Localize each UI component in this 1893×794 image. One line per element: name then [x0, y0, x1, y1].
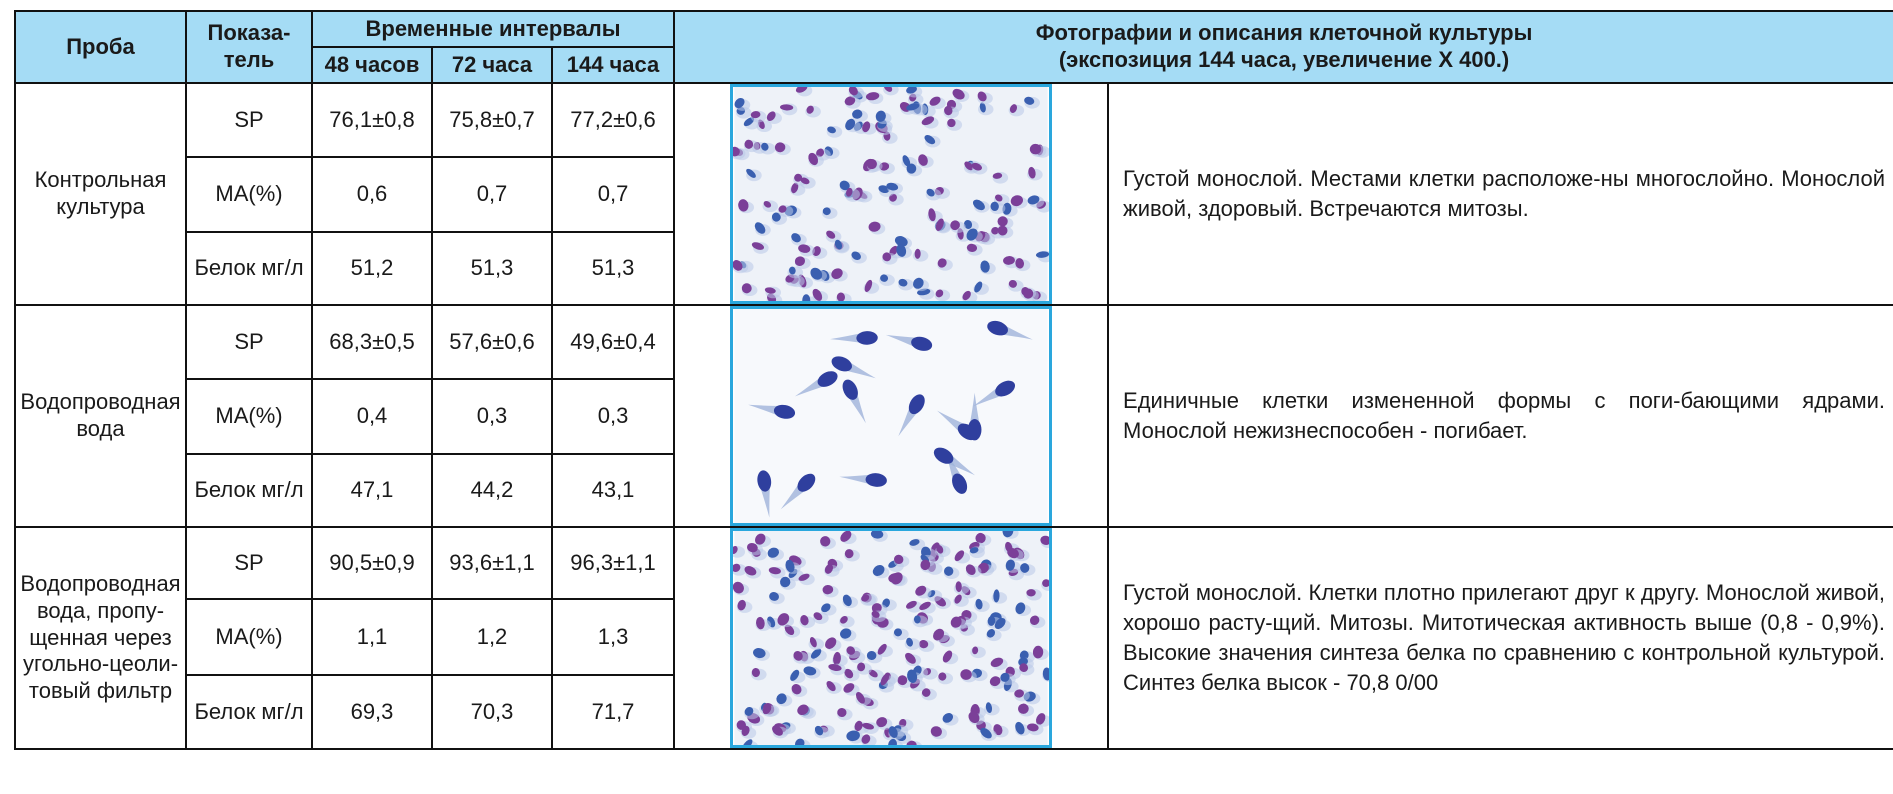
value-cell: 43,1: [552, 454, 674, 527]
value-cell: 0,6: [312, 157, 432, 231]
cell-culture-photo: [730, 84, 1052, 304]
header-probe: Проба: [15, 11, 186, 83]
table-row: Водопроводная вода SP 68,3±0,5 57,6±0,6 49,6…: [15, 305, 1893, 379]
header-indicator: Показа-тель: [186, 11, 312, 83]
value-cell: 77,2±0,6: [552, 83, 674, 157]
value-cell: 1,3: [552, 599, 674, 675]
value-cell: 51,3: [432, 232, 552, 305]
header-intervals: Временные интервалы: [312, 11, 674, 47]
probe-name: Водопроводная вода, пропу-щенная через у…: [15, 527, 186, 749]
header-photos-line2: (экспозиция 144 часа, увеличение Х 400.): [675, 47, 1893, 74]
header-time-48: 48 часов: [312, 47, 432, 83]
indicator-name: Белок мг/л: [186, 232, 312, 305]
value-cell: 96,3±1,1: [552, 527, 674, 599]
indicator-name: SP: [186, 83, 312, 157]
value-cell: 68,3±0,5: [312, 305, 432, 379]
value-cell: 49,6±0,4: [552, 305, 674, 379]
table-row: Водопроводная вода, пропу-щенная через у…: [15, 527, 1893, 599]
value-cell: 47,1: [312, 454, 432, 527]
description-text: Густой монослой. Местами клетки располож…: [1109, 164, 1893, 224]
table-body: Контрольная культура SP 76,1±0,8 75,8±0,7 77…: [15, 83, 1893, 749]
description-text: Густой монослой. Клетки плотно прилегают…: [1109, 578, 1893, 698]
value-cell: 57,6±0,6: [432, 305, 552, 379]
value-cell: 0,7: [552, 157, 674, 231]
value-cell: 0,7: [432, 157, 552, 231]
indicator-name: MA(%): [186, 599, 312, 675]
value-cell: 51,2: [312, 232, 432, 305]
value-cell: 71,7: [552, 675, 674, 749]
table-row: Контрольная культура SP 76,1±0,8 75,8±0,7 77…: [15, 83, 1893, 157]
header-time-144: 144 часа: [552, 47, 674, 83]
description-cell: Густой монослой. Клетки плотно прилегают…: [1108, 527, 1893, 749]
value-cell: 0,3: [552, 379, 674, 453]
probe-name: Контрольная культура: [15, 83, 186, 305]
photo-cell: [674, 527, 1108, 749]
indicator-name: MA(%): [186, 379, 312, 453]
results-table: Проба Показа-тель Временные интервалы Фо…: [14, 10, 1893, 750]
value-cell: 93,6±1,1: [432, 527, 552, 599]
description-text: Единичные клетки измененной формы с поги…: [1109, 386, 1893, 446]
value-cell: 0,4: [312, 379, 432, 453]
cell-culture-photo: [730, 528, 1052, 748]
value-cell: 90,5±0,9: [312, 527, 432, 599]
indicator-name: MA(%): [186, 157, 312, 231]
value-cell: 70,3: [432, 675, 552, 749]
value-cell: 44,2: [432, 454, 552, 527]
value-cell: 69,3: [312, 675, 432, 749]
value-cell: 1,1: [312, 599, 432, 675]
description-cell: Густой монослой. Местами клетки располож…: [1108, 83, 1893, 305]
value-cell: 76,1±0,8: [312, 83, 432, 157]
indicator-name: Белок мг/л: [186, 454, 312, 527]
value-cell: 1,2: [432, 599, 552, 675]
value-cell: 75,8±0,7: [432, 83, 552, 157]
photo-cell: [674, 305, 1108, 527]
indicator-name: Белок мг/л: [186, 675, 312, 749]
header-photos-line1: Фотографии и описания клеточной культуры: [675, 20, 1893, 47]
description-cell: Единичные клетки измененной формы с поги…: [1108, 305, 1893, 527]
indicator-name: SP: [186, 527, 312, 599]
header-photos: Фотографии и описания клеточной культуры…: [674, 11, 1893, 83]
value-cell: 51,3: [552, 232, 674, 305]
header-time-72: 72 часа: [432, 47, 552, 83]
value-cell: 0,3: [432, 379, 552, 453]
cell-culture-photo: [730, 306, 1052, 526]
indicator-name: SP: [186, 305, 312, 379]
photo-cell: [674, 83, 1108, 305]
probe-name: Водопроводная вода: [15, 305, 186, 527]
